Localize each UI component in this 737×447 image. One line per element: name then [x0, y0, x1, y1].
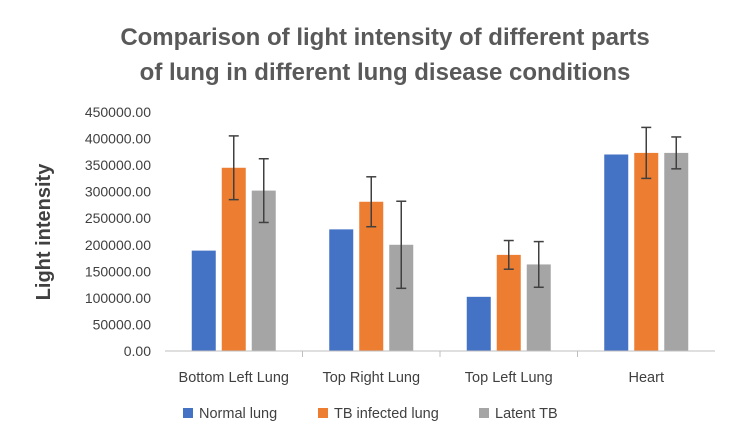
category-label: Top Left Lung [465, 370, 553, 386]
legend: Normal lung TB infected lung Latent TB [183, 406, 558, 422]
chart-title-line-2: of lung in different lung disease condit… [140, 59, 631, 86]
bar [664, 152, 689, 351]
bar [466, 296, 491, 351]
bar [191, 250, 216, 351]
category-labels: Bottom Left Lung Top Right Lung Top Left L… [179, 351, 664, 386]
y-tick-label: 100000.00 [85, 290, 151, 306]
error-bars [228, 126, 682, 290]
bar [496, 254, 521, 351]
y-tick-label: 250000.00 [85, 210, 151, 226]
legend-swatch [183, 408, 193, 418]
y-tick-label: 50000.00 [93, 316, 152, 332]
bar [604, 154, 629, 351]
bars [191, 152, 689, 351]
legend-label: Normal lung [199, 406, 277, 422]
bar [634, 152, 659, 351]
y-tick-label: 300000.00 [85, 184, 151, 200]
legend-swatch [479, 408, 489, 418]
y-tick-label: 150000.00 [85, 263, 151, 279]
legend-label: TB infected lung [334, 406, 439, 422]
category-label: Top Right Lung [322, 370, 420, 386]
category-label: Bottom Left Lung [179, 370, 289, 386]
legend-swatch [318, 408, 328, 418]
y-tick-label: 400000.00 [85, 131, 151, 147]
y-tick-label: 200000.00 [85, 237, 151, 253]
bar [329, 229, 354, 351]
legend-label: Latent TB [495, 406, 558, 422]
y-axis-label: Light intensity [33, 163, 55, 301]
y-tick-label: 0.00 [124, 343, 151, 359]
chart-title-line-1: Comparison of light intensity of differe… [120, 24, 649, 51]
category-label: Heart [629, 370, 664, 386]
y-axis-ticks: 0.00 50000.00 100000.00 150000.00 200000.00 2… [85, 104, 151, 359]
y-tick-label: 350000.00 [85, 157, 151, 173]
y-tick-label: 450000.00 [85, 104, 151, 120]
